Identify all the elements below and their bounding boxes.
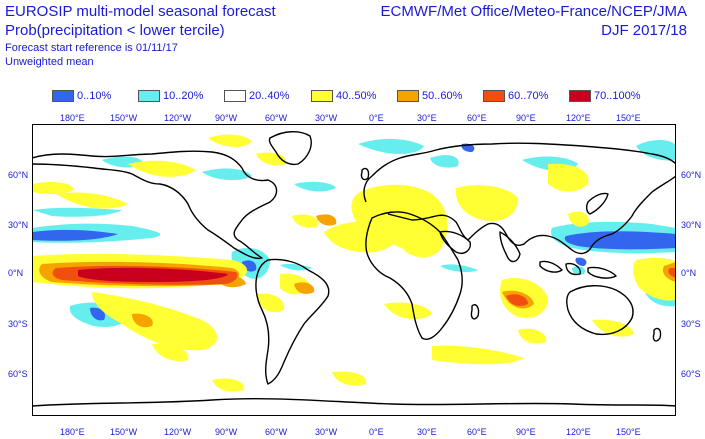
legend-swatch <box>569 90 591 102</box>
lat-tick-left: 60°N <box>8 170 29 180</box>
lon-tick-bottom: 150°W <box>110 427 138 437</box>
legend-swatch <box>483 90 505 102</box>
legend: 0..10% 10..20% 20..40% 40..50% 50..60% 6… <box>52 89 692 103</box>
lon-tick-top: 120°E <box>566 113 591 123</box>
lat-tick-right: 30°S <box>681 319 701 329</box>
season-label: DJF 2017/18 <box>601 22 687 39</box>
lon-tick-top: 180°E <box>60 113 85 123</box>
legend-label: 40..50% <box>336 90 377 102</box>
lon-tick-bottom: 90°E <box>516 427 536 437</box>
lat-tick-right: 60°S <box>681 369 701 379</box>
forecast-start-reference: Forecast start reference is 01/11/17 <box>5 42 178 54</box>
lon-tick-top: 0°E <box>369 113 384 123</box>
lon-tick-top: 90°W <box>215 113 238 123</box>
lon-tick-bottom: 120°E <box>566 427 591 437</box>
weighting-note: Unweighted mean <box>5 56 94 68</box>
legend-label: 60..70% <box>508 90 549 102</box>
lon-tick-bottom: 30°E <box>417 427 437 437</box>
lon-tick-top: 60°W <box>265 113 288 123</box>
band-70-100 <box>78 267 228 282</box>
legend-label: 10..20% <box>163 90 204 102</box>
lon-tick-bottom: 60°W <box>265 427 288 437</box>
legend-swatch <box>138 90 160 102</box>
probability-map <box>32 124 676 416</box>
lon-tick-top: 30°W <box>315 113 338 123</box>
legend-label: 0..10% <box>77 90 112 102</box>
legend-label: 20..40% <box>249 90 290 102</box>
lon-tick-bottom: 150°E <box>616 427 641 437</box>
lon-tick-top: 90°E <box>516 113 536 123</box>
probability-shading <box>32 134 676 392</box>
lat-tick-left: 60°S <box>8 369 28 379</box>
centres-label: ECMWF/Met Office/Meteo-France/NCEP/JMA <box>380 3 687 20</box>
lon-tick-bottom: 30°W <box>315 427 338 437</box>
lat-tick-right: 0°N <box>681 268 697 278</box>
lon-tick-bottom: 60°E <box>467 427 487 437</box>
legend-label: 70..100% <box>594 90 641 102</box>
legend-swatch <box>397 90 419 102</box>
lon-tick-bottom: 180°E <box>60 427 85 437</box>
map-frame <box>32 124 676 416</box>
legend-label: 50..60% <box>422 90 463 102</box>
lat-tick-left: 30°N <box>8 220 29 230</box>
lon-tick-bottom: 90°W <box>215 427 238 437</box>
lon-tick-top: 150°E <box>616 113 641 123</box>
lon-tick-top: 120°W <box>164 113 192 123</box>
lon-tick-bottom: 120°W <box>164 427 192 437</box>
lon-tick-top: 60°E <box>467 113 487 123</box>
legend-swatch <box>224 90 246 102</box>
lon-tick-bottom: 0°E <box>369 427 384 437</box>
lat-tick-left: 0°N <box>8 268 24 278</box>
lat-tick-left: 30°S <box>8 319 28 329</box>
coastlines <box>32 131 676 407</box>
title-line-2: Prob(precipitation < lower tercile) <box>5 22 225 39</box>
legend-swatch <box>52 90 74 102</box>
lon-tick-top: 150°W <box>110 113 138 123</box>
legend-swatch <box>311 90 333 102</box>
lat-tick-right: 30°N <box>681 220 702 230</box>
title-line-1: EUROSIP multi-model seasonal forecast <box>5 3 276 20</box>
lat-tick-right: 60°N <box>681 170 702 180</box>
lon-tick-top: 30°E <box>417 113 437 123</box>
